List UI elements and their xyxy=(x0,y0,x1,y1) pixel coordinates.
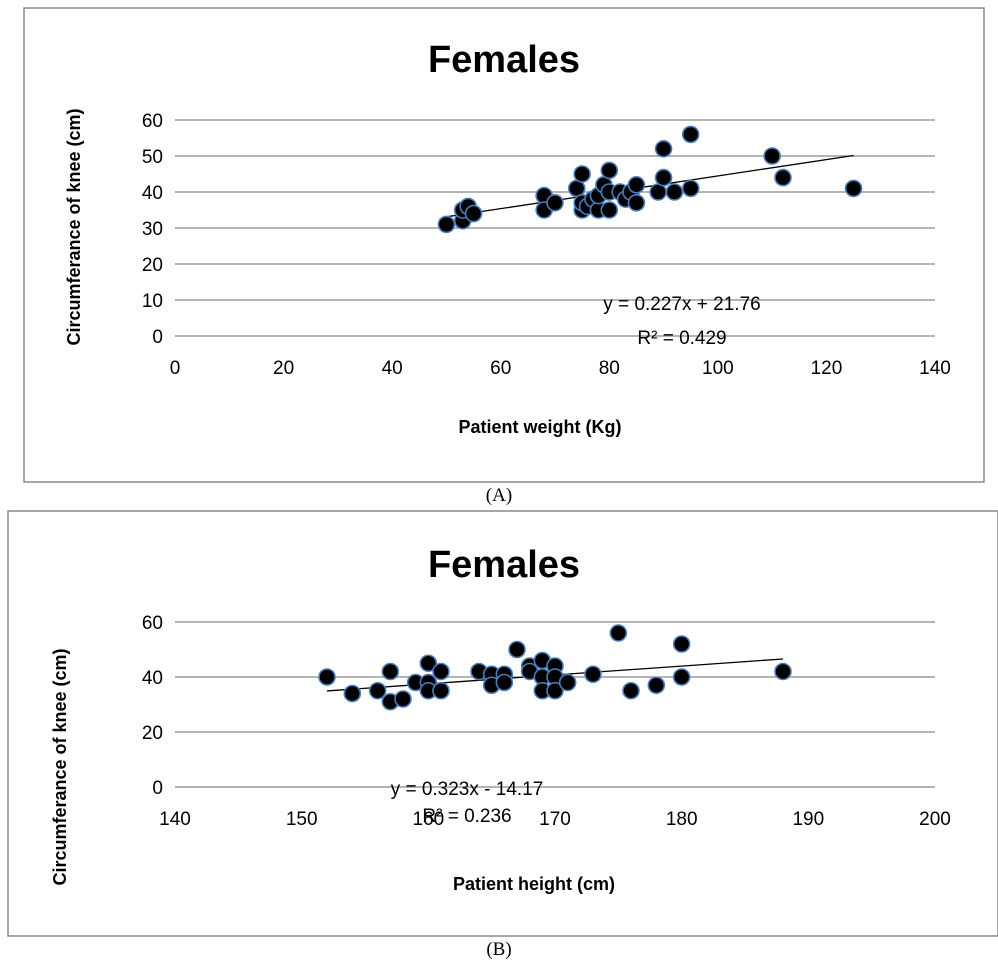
chart-a-x-axis-label: Patient weight (Kg) xyxy=(459,417,622,437)
chart-a-equation: y = 0.227x + 21.76 xyxy=(603,294,760,315)
chart-a-title: Females xyxy=(428,39,580,81)
chart-b-y-axis-label: Circumferance of knee (cm) xyxy=(50,648,70,885)
data-point xyxy=(672,635,691,653)
chart-a-points xyxy=(437,125,863,234)
chart-b-equation: y = 0.323x - 14.17 xyxy=(391,779,544,800)
y-tick-label: 20 xyxy=(142,723,163,744)
data-point xyxy=(567,179,586,198)
data-point xyxy=(609,624,628,642)
x-tick-label: 160 xyxy=(412,809,444,830)
chart-b-x-tick-labels: 140 150 160 170 180 190 200 xyxy=(159,809,951,830)
x-tick-label: 200 xyxy=(919,809,951,830)
chart-a-gridlines xyxy=(175,119,935,337)
x-tick-label: 190 xyxy=(792,809,824,830)
data-point xyxy=(844,179,863,198)
data-point xyxy=(654,168,673,187)
data-point xyxy=(318,668,336,686)
data-point xyxy=(774,662,792,681)
data-point xyxy=(672,668,691,686)
chart-a-panel-label: (A) xyxy=(486,485,512,506)
chart-b-y-tick-labels: 0 20 40 60 xyxy=(142,613,163,799)
x-tick-label: 100 xyxy=(702,358,734,379)
y-tick-label: 40 xyxy=(142,183,163,204)
chart-b-x-axis-label: Patient height (cm) xyxy=(453,874,615,894)
x-tick-label: 140 xyxy=(919,358,951,379)
x-tick-label: 60 xyxy=(490,358,511,379)
data-point xyxy=(573,165,591,183)
data-point xyxy=(343,684,362,703)
data-point xyxy=(649,183,667,201)
y-tick-label: 40 xyxy=(142,668,163,689)
data-point xyxy=(654,140,673,158)
data-point xyxy=(432,681,450,700)
data-point xyxy=(464,204,483,223)
chart-a: Females 0 10 20 30 40 50 60 0 20 40 60 80 100 120 140… xyxy=(23,7,985,483)
y-tick-label: 20 xyxy=(142,255,163,276)
data-point xyxy=(627,194,646,212)
data-point xyxy=(584,665,602,684)
chart-a-trendline xyxy=(446,154,854,218)
data-point xyxy=(437,215,456,234)
y-tick-label: 0 xyxy=(152,778,163,799)
data-point xyxy=(600,201,619,219)
data-point xyxy=(381,662,400,681)
data-point xyxy=(763,147,781,165)
data-point xyxy=(546,681,564,700)
x-tick-label: 180 xyxy=(666,809,698,830)
data-point xyxy=(681,179,700,198)
chart-a-x-tick-labels: 0 20 40 60 80 100 120 140 xyxy=(170,358,951,379)
data-point xyxy=(508,640,526,659)
y-tick-label: 30 xyxy=(142,219,163,240)
x-tick-label: 150 xyxy=(286,809,318,830)
data-point xyxy=(681,125,700,144)
x-tick-label: 140 xyxy=(159,809,191,830)
data-point xyxy=(368,681,387,700)
data-point xyxy=(622,681,640,700)
data-point xyxy=(647,676,666,695)
y-tick-label: 60 xyxy=(142,613,163,634)
data-point xyxy=(665,183,684,201)
y-tick-label: 60 xyxy=(142,111,163,132)
x-tick-label: 0 xyxy=(170,358,181,379)
x-tick-label: 20 xyxy=(273,358,294,379)
x-tick-label: 170 xyxy=(539,809,571,830)
chart-a-r-squared: R² = 0.429 xyxy=(637,328,726,349)
y-tick-label: 50 xyxy=(142,147,163,168)
data-point xyxy=(627,176,646,194)
chart-a-y-tick-labels: 0 10 20 30 40 50 60 xyxy=(142,111,163,348)
y-tick-label: 10 xyxy=(142,291,163,312)
chart-b: Females 0 20 40 60 140 150 160 170 180 190 200 y … xyxy=(7,510,998,937)
data-point xyxy=(432,662,450,681)
data-point xyxy=(600,161,619,180)
y-tick-label: 0 xyxy=(152,327,163,348)
chart-b-r-squared: R² = 0.236 xyxy=(422,806,511,827)
x-tick-label: 120 xyxy=(811,358,843,379)
chart-b-panel-label: (B) xyxy=(486,939,511,960)
chart-b-frame xyxy=(7,510,998,937)
data-point xyxy=(558,673,577,692)
data-point xyxy=(394,690,412,708)
x-tick-label: 80 xyxy=(599,358,620,379)
data-point xyxy=(546,194,564,212)
chart-a-y-axis-label: Circumferance of knee (cm) xyxy=(64,108,84,345)
x-tick-label: 40 xyxy=(382,358,403,379)
data-point xyxy=(419,654,438,673)
chart-a-frame xyxy=(23,7,985,483)
chart-b-title: Females xyxy=(428,544,580,586)
data-point xyxy=(774,168,792,187)
chart-b-points xyxy=(318,624,792,711)
data-point xyxy=(495,673,514,692)
